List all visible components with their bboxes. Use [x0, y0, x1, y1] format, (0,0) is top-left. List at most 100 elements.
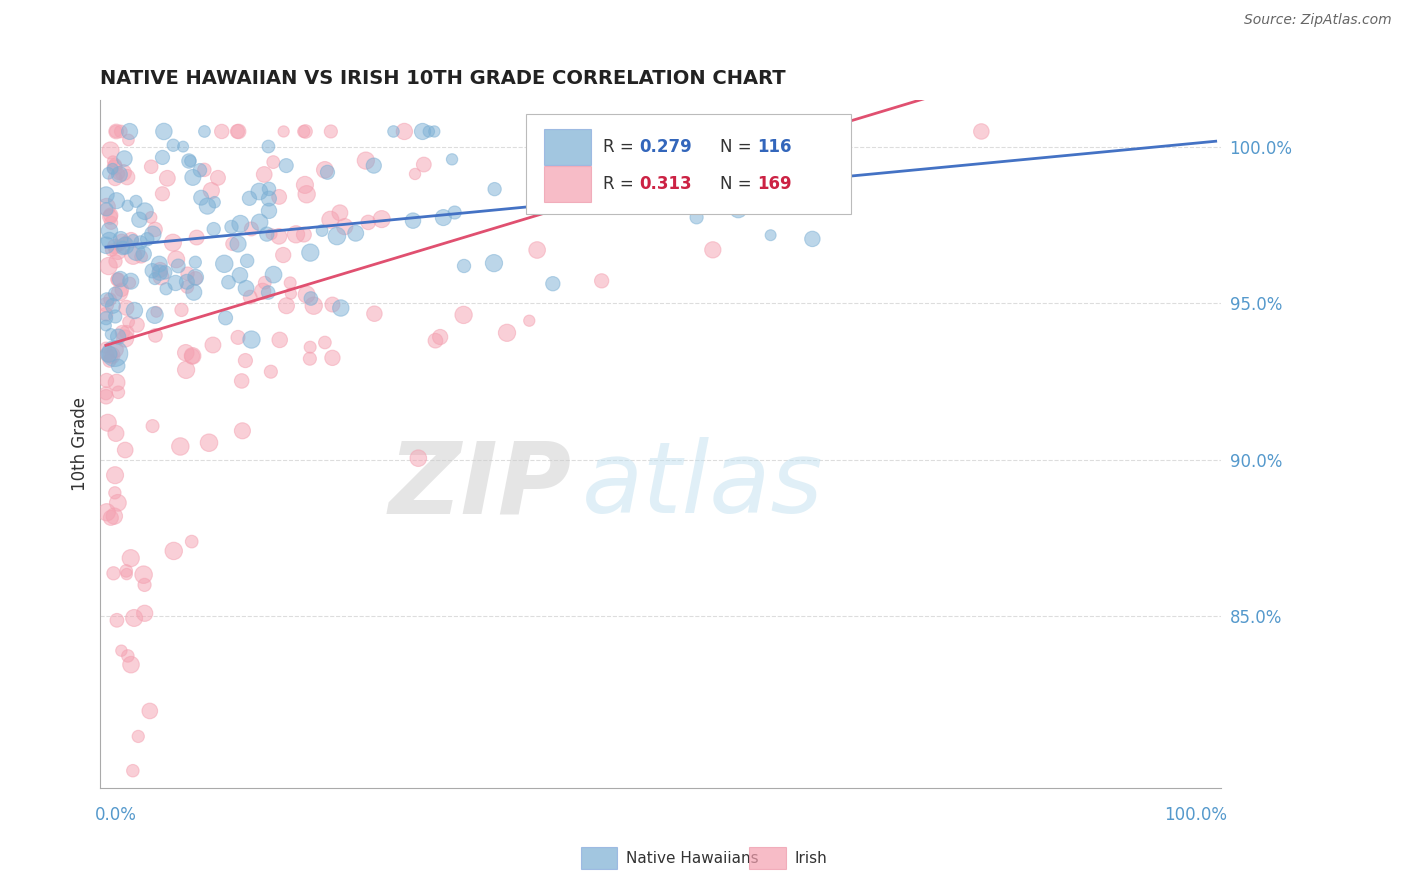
Point	[165, 252, 187, 267]
Point	[207, 170, 229, 185]
Point	[98, 224, 121, 238]
Point	[96, 348, 118, 362]
Point	[256, 227, 278, 241]
Point	[107, 496, 129, 510]
Point	[94, 307, 117, 321]
Point	[104, 343, 127, 357]
Point	[443, 205, 465, 219]
Point	[418, 124, 440, 138]
Point	[517, 314, 540, 328]
Point	[292, 124, 315, 138]
Point	[579, 124, 602, 138]
Point	[142, 419, 165, 434]
Point	[142, 227, 165, 242]
Point	[114, 443, 136, 458]
Point	[107, 359, 129, 373]
Point	[115, 564, 138, 578]
Point	[382, 124, 405, 138]
Point	[257, 192, 280, 206]
Point	[211, 124, 233, 138]
Point	[302, 299, 325, 313]
Point	[226, 124, 249, 138]
Point	[115, 567, 138, 582]
Point	[423, 124, 446, 138]
Point	[531, 161, 554, 176]
Point	[453, 308, 475, 322]
Point	[170, 302, 193, 317]
Point	[107, 244, 129, 258]
Point	[177, 154, 200, 169]
Point	[117, 133, 139, 147]
Point	[176, 280, 198, 294]
Point	[122, 249, 145, 263]
Point	[117, 648, 139, 663]
Point	[172, 139, 194, 153]
Point	[174, 345, 197, 359]
Point	[229, 268, 252, 283]
Point	[278, 276, 301, 290]
Point	[295, 187, 318, 202]
Point	[333, 219, 356, 234]
Point	[240, 222, 263, 236]
Point	[100, 348, 122, 362]
Point	[98, 353, 121, 368]
Point	[96, 202, 118, 217]
Point	[801, 232, 824, 246]
Point	[98, 210, 121, 224]
Text: NATIVE HAWAIIAN VS IRISH 10TH GRADE CORRELATION CHART: NATIVE HAWAIIAN VS IRISH 10TH GRADE CORR…	[100, 69, 786, 87]
Point	[162, 235, 184, 250]
Point	[394, 124, 416, 138]
FancyBboxPatch shape	[544, 167, 592, 202]
Point	[253, 276, 276, 290]
Point	[727, 202, 749, 217]
Point	[214, 257, 236, 271]
Point	[412, 124, 434, 138]
Point	[104, 346, 127, 360]
Point	[148, 257, 170, 271]
Point	[120, 657, 142, 672]
Point	[404, 167, 426, 181]
Point	[202, 222, 225, 236]
Point	[122, 611, 145, 625]
Point	[110, 232, 132, 246]
Point	[200, 184, 222, 198]
Point	[280, 286, 302, 301]
Point	[174, 363, 197, 377]
Text: Irish: Irish	[794, 851, 827, 865]
Text: atlas: atlas	[582, 437, 824, 534]
Text: Native Hawaiians: Native Hawaiians	[626, 851, 758, 865]
Point	[156, 171, 179, 186]
Point	[228, 124, 250, 138]
Point	[169, 440, 191, 454]
Point	[150, 269, 173, 284]
Point	[217, 275, 239, 289]
Point	[429, 330, 451, 344]
Point	[143, 222, 166, 236]
Point	[145, 305, 167, 319]
Point	[267, 229, 290, 244]
Point	[184, 271, 207, 285]
Point	[253, 168, 276, 182]
Point	[326, 229, 349, 244]
Point	[257, 285, 280, 300]
Point	[104, 171, 127, 186]
Point	[100, 144, 122, 158]
Point	[149, 263, 172, 277]
Point	[96, 390, 118, 404]
Text: Source: ZipAtlas.com: Source: ZipAtlas.com	[1244, 13, 1392, 28]
Point	[354, 153, 377, 168]
Point	[186, 230, 208, 244]
Point	[100, 216, 122, 230]
Point	[115, 301, 138, 315]
Point	[295, 287, 318, 301]
Point	[329, 206, 352, 220]
Point	[526, 243, 548, 257]
Point	[685, 211, 707, 225]
Point	[231, 424, 253, 438]
Text: 0.279: 0.279	[640, 138, 692, 156]
Point	[127, 730, 149, 744]
Point	[294, 124, 316, 138]
Point	[257, 182, 280, 196]
Point	[100, 349, 122, 363]
Point	[107, 329, 129, 343]
